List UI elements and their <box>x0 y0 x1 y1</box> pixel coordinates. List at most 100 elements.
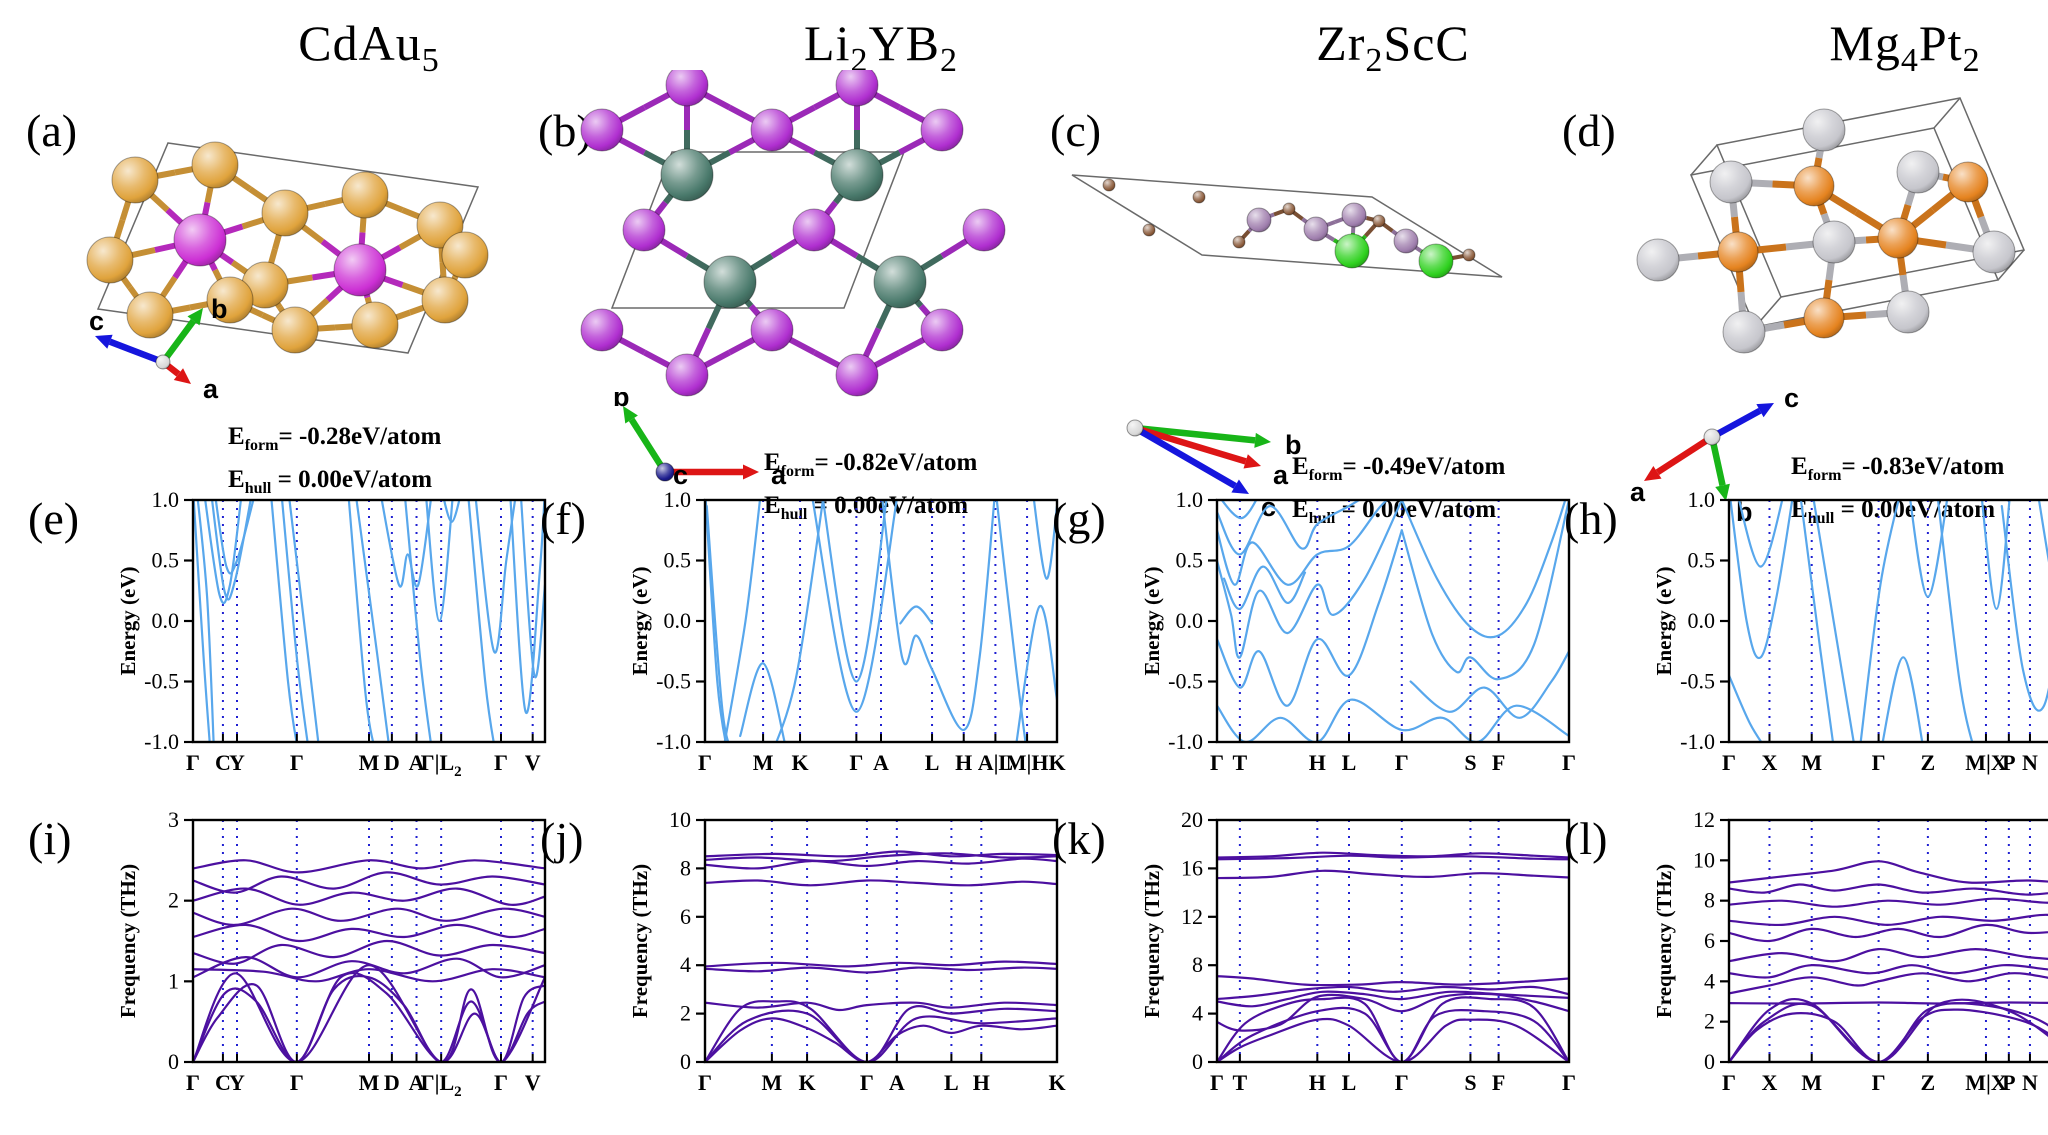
svg-text:-1.0: -1.0 <box>1168 729 1203 754</box>
svg-text:b: b <box>613 392 630 412</box>
svg-text:10: 10 <box>1693 847 1715 872</box>
svg-text:Γ: Γ <box>1872 750 1886 775</box>
svg-text:Frequency (THz): Frequency (THz) <box>1140 864 1164 1018</box>
svg-text:D: D <box>384 1070 400 1095</box>
svg-text:Γ: Γ <box>186 1070 200 1095</box>
svg-text:F: F <box>1492 750 1505 775</box>
svg-text:2: 2 <box>1704 1009 1715 1034</box>
svg-text:V: V <box>525 750 541 775</box>
material-title: Mg4Pt2 <box>1829 15 1981 79</box>
svg-text:L: L <box>925 750 940 775</box>
svg-text:a: a <box>771 460 787 490</box>
axis-triad: b c a <box>89 298 228 404</box>
svg-text:M|X: M|X <box>1965 750 2007 775</box>
svg-text:0.0: 0.0 <box>152 608 180 633</box>
svg-text:H: H <box>973 1070 990 1095</box>
energy-values: Eform= -0.28eV/atom Ehull = 0.00eV/atom <box>228 423 442 497</box>
svg-text:Γ: Γ <box>1562 750 1576 775</box>
svg-text:0.0: 0.0 <box>1176 608 1204 633</box>
svg-text:Γ: Γ <box>1210 1070 1224 1095</box>
material-title: Zr2ScC <box>1316 15 1470 79</box>
svg-text:1.0: 1.0 <box>152 492 180 512</box>
svg-text:X: X <box>1762 750 1778 775</box>
svg-text:H: H <box>1309 750 1326 775</box>
svg-text:0: 0 <box>680 1049 691 1074</box>
svg-text:6: 6 <box>680 904 691 929</box>
svg-text:2: 2 <box>680 1001 691 1026</box>
svg-text:S: S <box>1464 750 1476 775</box>
svg-text:Γ: Γ <box>290 750 304 775</box>
svg-text:K: K <box>1048 750 1065 775</box>
panel-label-phonon: (l) <box>1564 813 1608 864</box>
svg-text:C: C <box>215 750 231 775</box>
svg-text:1.0: 1.0 <box>1176 492 1204 512</box>
svg-text:a: a <box>1630 477 1646 507</box>
svg-text:Γ: Γ <box>494 750 508 775</box>
panel-label-bands: (g) <box>1052 493 1106 544</box>
svg-text:c: c <box>89 306 104 336</box>
svg-text:A: A <box>409 750 425 775</box>
panel-label-structure: (d) <box>1562 105 1616 156</box>
svg-text:S: S <box>1464 1070 1476 1095</box>
svg-text:a: a <box>203 374 219 404</box>
svg-text:4: 4 <box>1192 1001 1203 1026</box>
svg-text:-0.5: -0.5 <box>144 669 179 694</box>
svg-text:0.0: 0.0 <box>1688 608 1716 633</box>
svg-text:16: 16 <box>1181 855 1203 880</box>
svg-text:Z: Z <box>1921 750 1936 775</box>
svg-text:N: N <box>2022 1070 2038 1095</box>
svg-text:N: N <box>2022 750 2038 775</box>
panel-label-bands: (h) <box>1564 493 1618 544</box>
panel-label-structure: (a) <box>26 105 78 156</box>
svg-text:H: H <box>955 750 972 775</box>
svg-text:0: 0 <box>1704 1049 1715 1074</box>
svg-text:X: X <box>1762 1070 1778 1095</box>
axis-triad: bac <box>1126 419 1302 522</box>
svg-text:c: c <box>673 460 688 490</box>
svg-text:Energy (eV): Energy (eV) <box>1140 566 1164 675</box>
svg-text:Γ: Γ <box>1722 1070 1736 1095</box>
svg-text:1.0: 1.0 <box>664 492 692 512</box>
svg-text:H: H <box>1309 1070 1326 1095</box>
svg-text:Frequency (THz): Frequency (THz) <box>1652 864 1676 1018</box>
svg-text:P: P <box>2002 750 2015 775</box>
svg-text:Γ: Γ <box>1562 1070 1576 1095</box>
svg-text:V: V <box>525 1070 541 1095</box>
svg-text:0.5: 0.5 <box>1688 548 1716 573</box>
svg-text:A: A <box>409 1070 425 1095</box>
svg-text:M: M <box>1801 1070 1822 1095</box>
svg-text:0: 0 <box>1192 1049 1203 1074</box>
svg-text:L: L <box>944 1070 959 1095</box>
svg-text:P: P <box>2002 1070 2015 1095</box>
svg-text:Γ: Γ <box>849 750 863 775</box>
panel-label-phonon: (j) <box>540 813 584 864</box>
svg-text:2: 2 <box>168 888 179 913</box>
svg-text:-0.5: -0.5 <box>656 669 691 694</box>
svg-text:4: 4 <box>680 952 691 977</box>
svg-text:Γ: Γ <box>1872 1070 1886 1095</box>
svg-text:Γ: Γ <box>698 1070 712 1095</box>
svg-text:D: D <box>384 750 400 775</box>
svg-text:Γ: Γ <box>1395 750 1409 775</box>
svg-text:10: 10 <box>669 812 691 832</box>
svg-text:-1.0: -1.0 <box>1680 729 1715 754</box>
svg-text:M: M <box>1801 750 1822 775</box>
svg-text:Γ: Γ <box>494 1070 508 1095</box>
svg-text:K: K <box>799 1070 816 1095</box>
svg-text:Γ: Γ <box>860 1070 874 1095</box>
svg-text:Energy (eV): Energy (eV) <box>1652 566 1676 675</box>
material-title: Li2YB2 <box>804 15 958 79</box>
svg-text:a: a <box>1273 460 1289 490</box>
svg-text:20: 20 <box>1181 812 1203 832</box>
svg-text:-1.0: -1.0 <box>656 729 691 754</box>
svg-text:M|H: M|H <box>1006 750 1049 775</box>
panel-label-phonon: (k) <box>1052 813 1106 864</box>
